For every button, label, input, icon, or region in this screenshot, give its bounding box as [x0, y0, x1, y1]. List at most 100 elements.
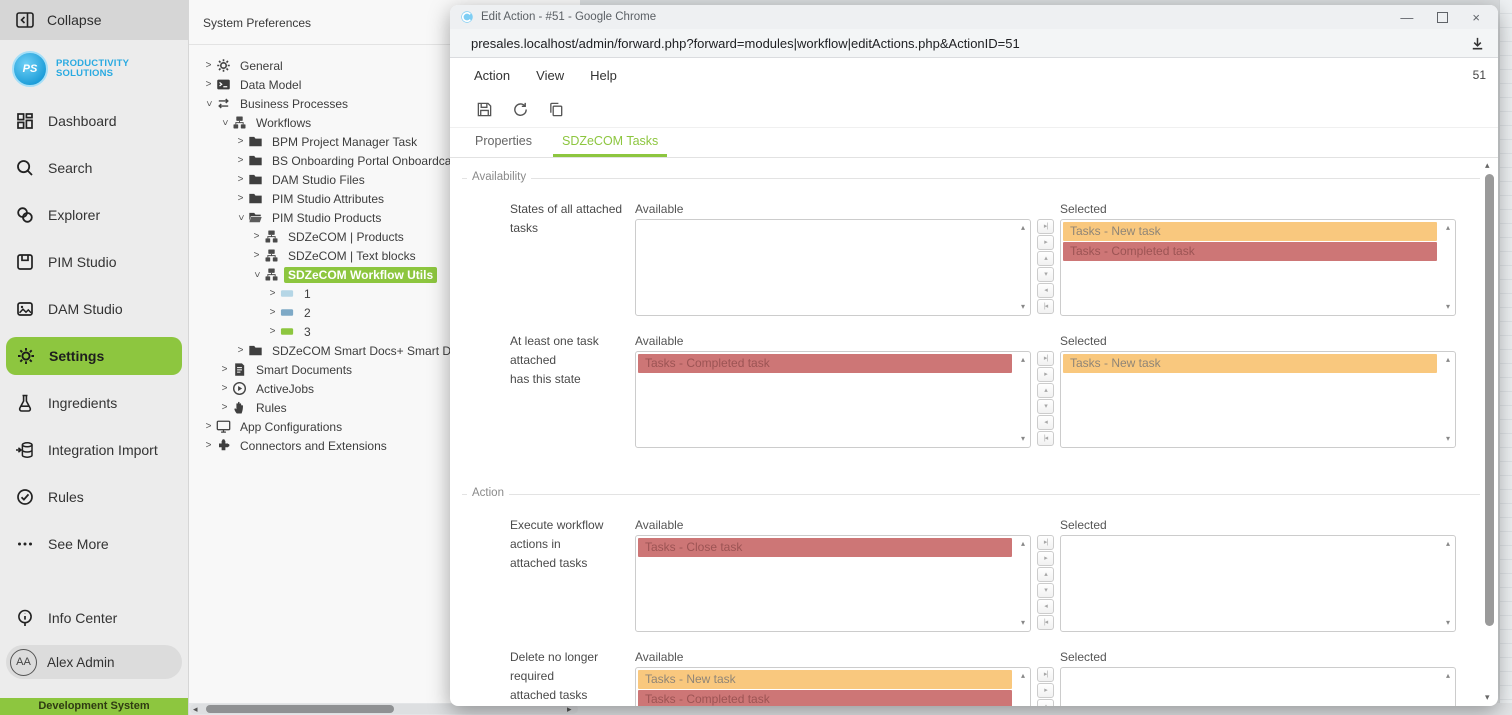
brand[interactable]: PS PRODUCTIVITY SOLUTIONS: [0, 40, 188, 97]
list-item[interactable]: Tasks - Completed task: [638, 354, 1012, 373]
tree-item-rules[interactable]: > Rules: [189, 398, 580, 417]
list-scroll-up-icon[interactable]: ▴: [1020, 223, 1025, 232]
available-listbox[interactable]: Tasks - Completed task ▴ ▾: [635, 351, 1031, 448]
list-scroll-down-icon[interactable]: ▾: [1445, 302, 1450, 311]
chevron-right-icon[interactable]: >: [221, 402, 228, 413]
tree-item-bpm-project-manager-task[interactable]: > BPM Project Manager Task: [189, 132, 580, 151]
popup-vertical-scrollbar[interactable]: ▴ ▾: [1483, 161, 1496, 702]
chevron-down-icon[interactable]: >: [219, 119, 230, 126]
tree-item-business-processes[interactable]: > Business Processes: [189, 94, 580, 113]
list-scroll-up-icon[interactable]: ▴: [1445, 539, 1450, 548]
tree-item-general[interactable]: > General: [189, 56, 580, 75]
chevron-down-icon[interactable]: >: [203, 100, 214, 107]
list-scroll-down-icon[interactable]: ▾: [1445, 618, 1450, 627]
copy-button[interactable]: [548, 101, 565, 118]
list-item[interactable]: Tasks - Close task: [638, 538, 1012, 557]
list-scroll-down-icon[interactable]: ▾: [1445, 434, 1450, 443]
chevron-right-icon[interactable]: >: [269, 326, 276, 337]
tree-item-smart-documents[interactable]: > Smart Documents: [189, 360, 580, 379]
tab-sdzecom-tasks[interactable]: SDZeCOM Tasks: [552, 128, 668, 157]
chevron-right-icon[interactable]: >: [269, 307, 276, 318]
list-scroll-up-icon[interactable]: ▴: [1445, 671, 1450, 680]
available-listbox[interactable]: Tasks - Close task ▴ ▾: [635, 535, 1031, 632]
available-listbox[interactable]: ▴ ▾: [635, 219, 1031, 316]
chevron-right-icon[interactable]: >: [237, 155, 244, 166]
chevron-right-icon[interactable]: >: [205, 421, 212, 432]
chevron-right-icon[interactable]: >: [221, 364, 228, 375]
move-down-button[interactable]: ▾: [1037, 399, 1054, 414]
move-up-button[interactable]: ▴: [1037, 251, 1054, 266]
download-icon[interactable]: [1469, 35, 1486, 52]
move-up-button[interactable]: ▴: [1037, 383, 1054, 398]
move-left-button[interactable]: ◂: [1037, 415, 1054, 430]
move-all-right-button[interactable]: ▸|: [1037, 351, 1054, 366]
sidebar-item-search[interactable]: Search: [0, 144, 188, 191]
move-right-button[interactable]: ▸: [1037, 683, 1054, 698]
list-item[interactable]: Tasks - New task: [638, 670, 1012, 689]
scroll-up-arrow-icon[interactable]: ▴: [1485, 160, 1490, 170]
sidebar-item-pim-studio[interactable]: PIM Studio: [0, 238, 188, 285]
tree-horizontal-scrollbar[interactable]: ◂ ▸: [189, 703, 1512, 715]
tree-item-2[interactable]: >2: [189, 303, 580, 322]
tree-item-sdzecom-text-blocks[interactable]: > SDZeCOM | Text blocks: [189, 246, 580, 265]
tree-item-activejobs[interactable]: > ActiveJobs: [189, 379, 580, 398]
sidebar-item-ingredients[interactable]: Ingredients: [0, 379, 188, 426]
menu-item-action[interactable]: Action: [474, 67, 511, 83]
scrollbar-thumb[interactable]: [1485, 174, 1494, 626]
tree-item-data-model[interactable]: > Data Model: [189, 75, 580, 94]
tree-item-bs-onboarding-portal-onboardcatalog[interactable]: > BS Onboarding Portal Onboardcatalog: [189, 151, 580, 170]
move-all-left-button[interactable]: |◂: [1037, 431, 1054, 446]
maximize-icon[interactable]: [1437, 11, 1449, 23]
selected-listbox[interactable]: ▴▾: [1060, 535, 1456, 632]
list-item[interactable]: Tasks - New task: [1063, 222, 1437, 241]
move-right-button[interactable]: ▸: [1037, 235, 1054, 250]
move-all-right-button[interactable]: ▸|: [1037, 219, 1054, 234]
scroll-down-arrow-icon[interactable]: ▾: [1485, 692, 1490, 702]
move-left-button[interactable]: ◂: [1037, 283, 1054, 298]
chevron-right-icon[interactable]: >: [221, 383, 228, 394]
list-scroll-down-icon[interactable]: ▾: [1020, 302, 1025, 311]
move-right-button[interactable]: ▸: [1037, 551, 1054, 566]
list-scroll-up-icon[interactable]: ▴: [1020, 539, 1025, 548]
move-up-button[interactable]: ▴: [1037, 699, 1054, 706]
scroll-left-arrow-icon[interactable]: ◂: [193, 704, 198, 714]
address-bar[interactable]: presales.localhost/admin/forward.php?for…: [450, 29, 1498, 63]
tree-item-1[interactable]: >1: [189, 284, 580, 303]
refresh-button[interactable]: [512, 101, 529, 118]
sidebar-item-dashboard[interactable]: Dashboard: [0, 97, 188, 144]
sidebar-item-explorer[interactable]: Explorer: [0, 191, 188, 238]
chevron-down-icon[interactable]: >: [251, 271, 262, 278]
move-down-button[interactable]: ▾: [1037, 267, 1054, 282]
scroll-right-arrow-icon[interactable]: ▸: [567, 704, 572, 714]
tree-item-app-configurations[interactable]: > App Configurations: [189, 417, 580, 436]
move-all-left-button[interactable]: |◂: [1037, 615, 1054, 630]
chevron-right-icon[interactable]: >: [205, 60, 212, 71]
chevron-right-icon[interactable]: >: [269, 288, 276, 299]
tree-item-connectors-and-extensions[interactable]: > Connectors and Extensions: [189, 436, 580, 455]
tree-item-pim-studio-attributes[interactable]: > PIM Studio Attributes: [189, 189, 580, 208]
tab-properties[interactable]: Properties: [475, 134, 532, 148]
list-item[interactable]: Tasks - Completed task: [1063, 242, 1437, 261]
tree-item-3[interactable]: >3: [189, 322, 580, 341]
save-button[interactable]: [476, 101, 493, 118]
tree-item-dam-studio-files[interactable]: > DAM Studio Files: [189, 170, 580, 189]
chevron-right-icon[interactable]: >: [205, 79, 212, 90]
chevron-right-icon[interactable]: >: [205, 440, 212, 451]
chevron-down-icon[interactable]: >: [235, 214, 246, 221]
move-left-button[interactable]: ◂: [1037, 599, 1054, 614]
tree-item-workflows[interactable]: > Workflows: [189, 113, 580, 132]
tree-item-sdzecom-products[interactable]: > SDZeCOM | Products: [189, 227, 580, 246]
sidebar-item-info-center[interactable]: Info Center: [0, 598, 188, 638]
move-all-left-button[interactable]: |◂: [1037, 299, 1054, 314]
selected-listbox[interactable]: Tasks - New task ▴ ▾: [1060, 351, 1456, 448]
list-item[interactable]: Tasks - Completed task: [638, 690, 1012, 706]
selected-listbox[interactable]: Tasks - New task Tasks - Completed task ▴ ▾: [1060, 219, 1456, 316]
move-up-button[interactable]: ▴: [1037, 567, 1054, 582]
list-scroll-up-icon[interactable]: ▴: [1445, 355, 1450, 364]
tree-item-sdzecom-workflow-utils[interactable]: > SDZeCOM Workflow Utils: [189, 265, 580, 284]
scrollbar-thumb[interactable]: [206, 705, 394, 713]
user-menu[interactable]: AA Alex Admin: [6, 645, 182, 679]
chevron-right-icon[interactable]: >: [253, 250, 260, 261]
list-scroll-down-icon[interactable]: ▾: [1020, 434, 1025, 443]
